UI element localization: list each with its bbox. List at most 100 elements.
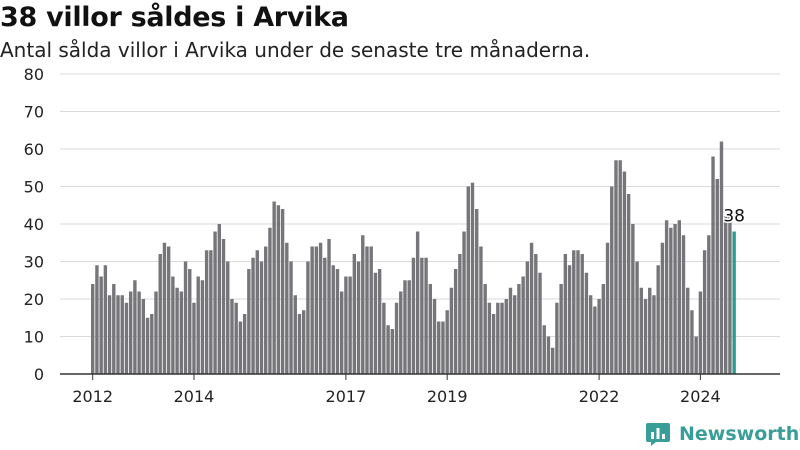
y-tick-label: 20 (24, 290, 44, 309)
bar (369, 246, 373, 374)
bar (162, 242, 167, 374)
bar (171, 276, 175, 374)
bar (584, 272, 589, 374)
bar (183, 261, 188, 374)
bar (339, 291, 344, 374)
bar (605, 242, 610, 374)
bar (529, 242, 534, 374)
bar (588, 295, 593, 374)
bar (352, 254, 357, 374)
bar (264, 246, 268, 374)
y-tick-label: 0 (34, 365, 44, 384)
bar (390, 329, 395, 374)
bar (137, 291, 141, 374)
bar (318, 242, 323, 374)
bar (323, 257, 327, 374)
chart-subtitle: Antal sålda villor i Arvika under de sen… (0, 38, 591, 62)
bar (550, 347, 555, 374)
bar (610, 186, 614, 374)
bar (145, 317, 150, 374)
bar (373, 272, 378, 374)
bar (175, 287, 179, 374)
x-tick-label: 2022 (579, 387, 620, 406)
bar (618, 160, 622, 374)
bar (719, 141, 724, 374)
bar (377, 269, 382, 374)
bar-highlight (732, 231, 736, 374)
bar (500, 302, 504, 374)
newsworthy-logo-icon (646, 423, 670, 446)
bar (268, 227, 272, 374)
bar (348, 276, 352, 374)
y-tick-label: 60 (24, 140, 44, 159)
bar (255, 250, 259, 374)
bar (437, 321, 441, 374)
bar (466, 186, 470, 374)
bar (213, 231, 217, 374)
bar (428, 284, 432, 374)
bar (597, 299, 601, 374)
bar (276, 205, 281, 374)
bar (453, 269, 458, 374)
bar (361, 235, 365, 374)
bar (424, 257, 428, 374)
bar (508, 287, 513, 374)
bar (724, 216, 728, 374)
bar (521, 276, 525, 374)
bar (626, 194, 631, 374)
bar (555, 302, 559, 374)
bar (128, 291, 133, 374)
bar (639, 287, 643, 374)
bar (483, 284, 487, 374)
bar (487, 302, 492, 374)
bar (631, 224, 635, 374)
bar (517, 284, 521, 374)
bar (563, 254, 568, 374)
bar (470, 182, 475, 374)
bar (327, 239, 331, 374)
bar (289, 261, 293, 374)
bar (280, 209, 285, 374)
brand-logo[interactable]: Newsworthy (645, 420, 800, 448)
bar (382, 302, 386, 374)
bar (411, 257, 416, 374)
bar (238, 321, 243, 374)
bar (513, 295, 517, 374)
bar (112, 284, 116, 374)
x-tick-label: 2014 (174, 387, 215, 406)
last-value-label: 38 (723, 207, 745, 227)
bar (204, 250, 209, 374)
bar (458, 254, 462, 374)
bar (673, 224, 677, 374)
bar (335, 269, 340, 374)
bar (407, 280, 411, 374)
bar (546, 336, 551, 374)
bar (656, 265, 660, 374)
bar (365, 246, 369, 374)
chart-title: 38 villor såldes i Arvika (0, 2, 349, 33)
bar (302, 310, 306, 374)
bar (251, 257, 255, 374)
y-tick-label: 30 (24, 253, 44, 272)
bar (707, 235, 711, 374)
bar (310, 246, 314, 374)
bar (580, 254, 584, 374)
bar (179, 291, 184, 374)
bar (622, 171, 627, 374)
bar (200, 280, 205, 374)
bar (221, 239, 226, 374)
bar (415, 231, 420, 374)
bar (297, 314, 302, 374)
bar (677, 220, 681, 374)
bar (441, 321, 445, 374)
bar (141, 299, 146, 374)
y-tick-label: 70 (24, 103, 44, 122)
bar (445, 310, 449, 374)
bar (449, 287, 454, 374)
bar (664, 220, 669, 374)
bar (715, 179, 719, 374)
bar (572, 250, 576, 374)
bar (567, 265, 572, 374)
y-tick-label: 80 (24, 65, 44, 84)
bar (538, 272, 542, 374)
